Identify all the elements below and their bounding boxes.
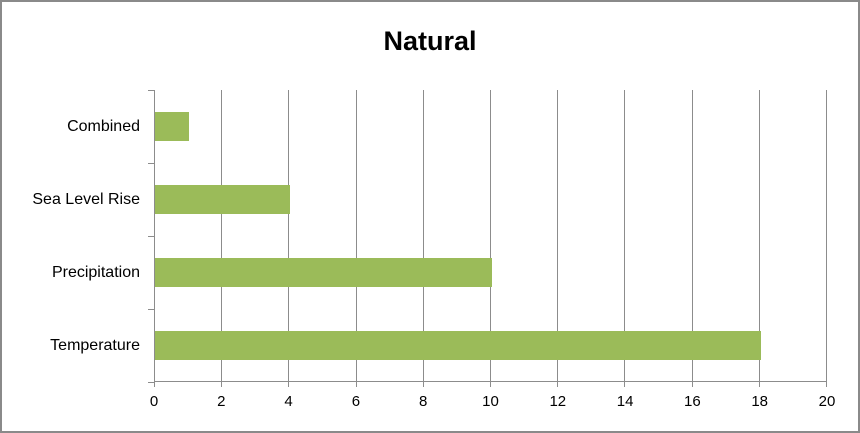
gridline-x-20 [826,90,827,381]
x-tick-label-10: 10 [482,393,499,410]
gridline-x-8 [422,90,424,381]
gridline-x-10 [490,90,491,381]
bar-sea-level-rise [155,185,290,214]
y-tick-mark-2 [148,236,155,237]
gridline-x-4 [288,90,290,381]
x-tick-label-20: 20 [818,393,836,410]
x-tick-label-4: 4 [284,393,293,410]
plot-area [148,90,827,387]
category-label-combined: Combined [67,118,140,135]
category-label-temperature: Temperature [50,337,140,354]
x-tick-mark-16 [691,381,693,387]
gridline-x-14 [624,90,626,381]
y-tick-mark-4 [148,382,155,383]
x-tick-mark-12 [557,381,559,387]
chart-title: Natural [383,26,477,56]
bar-precipitation [155,258,492,287]
category-label-precipitation: Precipitation [51,264,140,281]
x-tick-mark-0 [154,381,155,387]
y-axis-labels: Combined Sea Level Rise Precipitation Tempe… [2,90,140,382]
x-tick-label-12: 12 [549,393,567,410]
x-tick-mark-2 [221,381,223,387]
x-tick-mark-14 [624,381,626,387]
category-label-sea-level-rise: Sea Level Rise [32,191,140,208]
x-tick-mark-10 [490,381,491,387]
x-tick-label-0: 0 [149,393,159,410]
bar-temperature [155,331,761,360]
x-tick-label-16: 16 [684,393,701,410]
x-tick-label-2: 2 [217,393,226,410]
x-tick-label-8: 8 [419,393,428,410]
gridline-x-16 [691,90,693,381]
gridline-x-6 [355,90,357,381]
x-axis-labels: 0 2 4 6 8 10 12 14 16 18 20 [150,392,836,414]
x-tick-mark-20 [826,381,827,387]
gridline-x-18 [758,90,760,381]
x-tick-mark-4 [288,381,290,387]
y-tick-mark-1 [148,163,155,164]
gridline-x-2 [221,90,223,381]
x-tick-mark-18 [758,381,760,387]
y-tick-mark-0 [148,90,155,91]
x-tick-mark-8 [422,381,424,387]
y-tick-mark-3 [148,309,155,310]
x-tick-label-6: 6 [351,393,361,410]
x-tick-label-18: 18 [751,393,769,410]
x-tick-mark-6 [355,381,357,387]
gridline-x-12 [557,90,559,381]
x-tick-label-14: 14 [616,393,634,410]
bar-combined [155,112,189,141]
